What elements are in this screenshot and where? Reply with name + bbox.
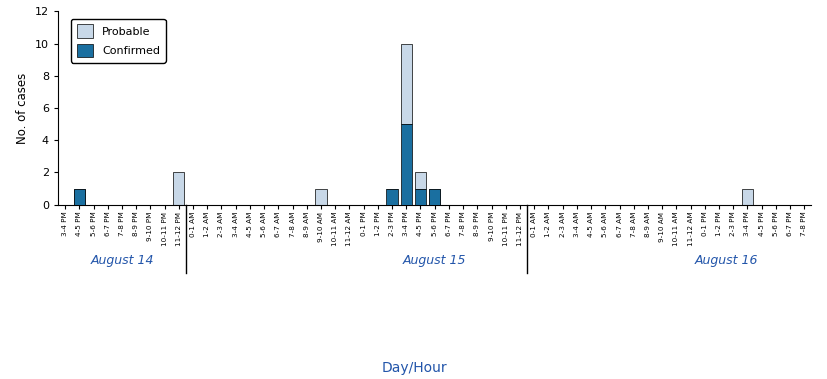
Bar [400, 44, 412, 124]
Y-axis label: No. of cases: No. of cases [17, 72, 29, 144]
Text: August 16: August 16 [694, 254, 757, 267]
Bar [414, 189, 426, 205]
Bar [428, 189, 440, 205]
Text: August 14: August 14 [90, 254, 154, 267]
Text: Day/Hour: Day/Hour [380, 361, 447, 375]
Bar [74, 189, 85, 205]
Bar [414, 172, 426, 189]
Bar [741, 189, 753, 205]
Legend: Probable, Confirmed: Probable, Confirmed [71, 19, 165, 63]
Bar [74, 189, 85, 205]
Bar [315, 189, 327, 205]
Bar [386, 189, 397, 205]
Bar [400, 124, 412, 205]
Text: August 15: August 15 [403, 254, 466, 267]
Bar [428, 189, 440, 205]
Bar [173, 172, 184, 205]
